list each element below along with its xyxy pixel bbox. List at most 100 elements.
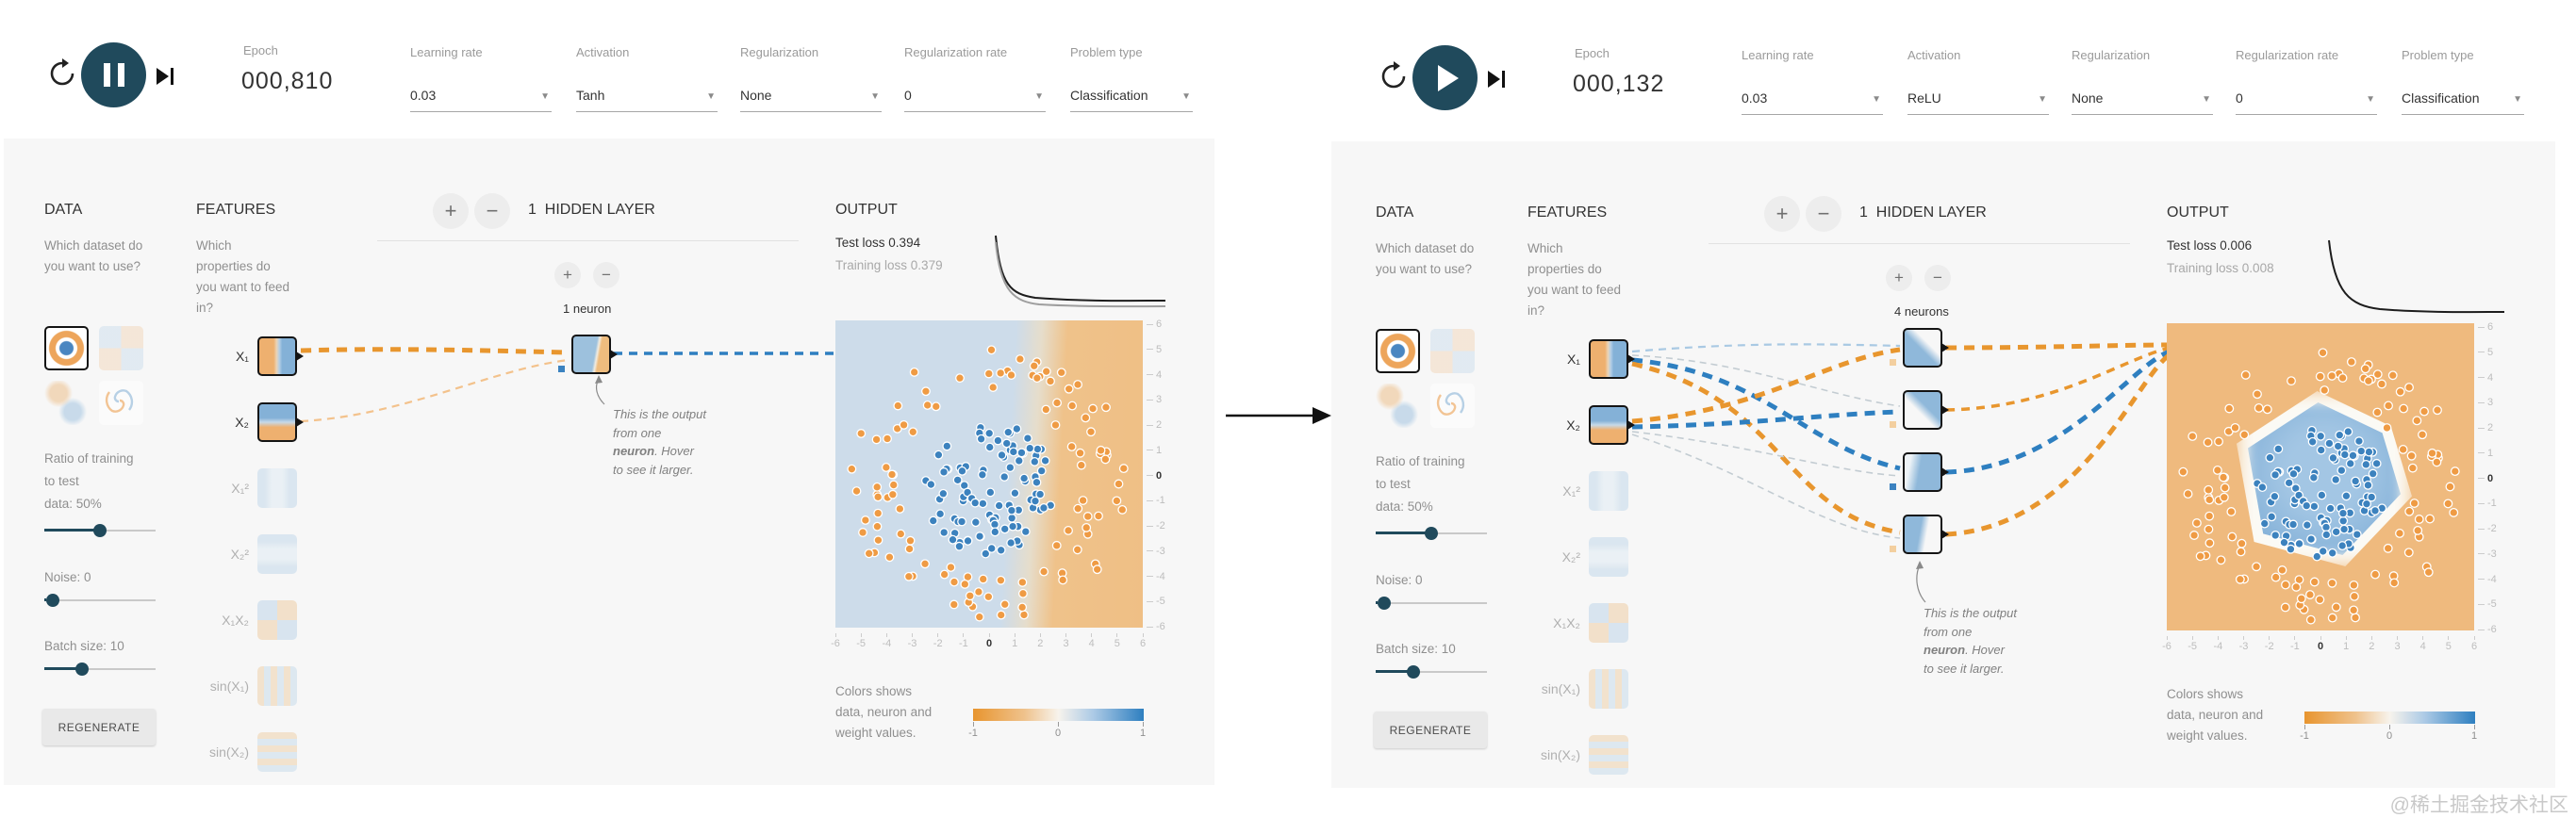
regenerate-button[interactable]: REGENERATE: [1374, 712, 1487, 748]
training-loss: Training loss 0.008: [2167, 261, 2274, 275]
output-plot[interactable]: [835, 320, 1143, 628]
scatter-points: [2178, 348, 2460, 625]
chevron-down-icon: ▼: [2038, 94, 2047, 105]
dropdown-regularization[interactable]: Regularization None ▼: [2072, 48, 2213, 115]
output-column-title: OUTPUT: [835, 202, 898, 218]
add-layer-button[interactable]: +: [433, 193, 469, 229]
y-tick: -6: [2478, 624, 2497, 635]
colormap-ticks: -1 0 1: [968, 722, 1146, 741]
dropdown-problem-type[interactable]: Problem type Classification ▼: [1070, 45, 1193, 112]
ratio-slider[interactable]: [44, 524, 156, 537]
dropdown-label: Activation: [1907, 48, 1961, 62]
feature-thumb-x1sq[interactable]: [1589, 471, 1628, 511]
dropdown-problem-type[interactable]: Problem type Classification ▼: [2402, 48, 2524, 115]
feature-thumb-x2sq[interactable]: [1589, 537, 1628, 577]
feature-thumb-sinx1[interactable]: [257, 666, 297, 706]
link-port: [1941, 343, 1949, 352]
dropdown-value: Classification: [2402, 90, 2480, 106]
reset-button[interactable]: [1379, 61, 1409, 91]
feature-row-x1: X₁: [132, 336, 304, 376]
step-button[interactable]: [155, 66, 177, 87]
dropdown-activation[interactable]: Activation Tanh ▼: [576, 45, 718, 112]
remove-neuron-button[interactable]: −: [593, 262, 619, 288]
batch-slider[interactable]: [44, 663, 156, 676]
dataset-thumb-spiral[interactable]: [99, 381, 143, 425]
feature-thumb-x2[interactable]: [257, 402, 304, 442]
features-question: Which properties do you want to feed in?: [1527, 241, 1622, 318]
hidden-neuron-1[interactable]: [1903, 328, 1949, 368]
link-port: [296, 417, 304, 427]
feature-thumb-sinx2[interactable]: [257, 732, 297, 772]
feature-thumb-x2[interactable]: [1589, 405, 1635, 445]
slider-handle[interactable]: [93, 524, 107, 537]
batch-slider[interactable]: [1376, 665, 1487, 679]
dataset-thumb-exclusive-or[interactable]: [99, 326, 143, 370]
y-tick: 4: [1147, 369, 1162, 381]
x-tick: 2: [2358, 636, 2385, 652]
slider-handle[interactable]: [1407, 665, 1421, 679]
ratio-slider[interactable]: [1376, 527, 1487, 540]
slider-handle[interactable]: [75, 663, 90, 676]
feature-thumb-x1x2[interactable]: [1589, 603, 1628, 643]
remove-neuron-button[interactable]: −: [1924, 265, 1951, 291]
y-tick: -3: [1147, 546, 1165, 557]
dataset-thumb-gaussian[interactable]: [44, 381, 89, 425]
y-tick: -4: [1147, 571, 1165, 582]
dropdown-label: Regularization rate: [2236, 48, 2339, 62]
remove-layer-button[interactable]: −: [474, 193, 510, 229]
x-tick: 6: [2461, 636, 2487, 652]
noise-slider[interactable]: [1376, 597, 1487, 610]
dataset-thumb-gaussian[interactable]: [1376, 384, 1420, 428]
y-tick: 1: [1147, 445, 1162, 456]
dropdown-value: 0: [904, 88, 912, 103]
slider-handle[interactable]: [1378, 597, 1392, 610]
dropdown-value: ReLU: [1907, 90, 1941, 106]
feature-thumb-sinx2[interactable]: [1589, 735, 1628, 775]
dataset-thumb-exclusive-or[interactable]: [1430, 329, 1475, 373]
x-axis-ticks: -6 -5 -4 -3 -2 -1 0 1 2 3 4 5 6: [2162, 636, 2477, 657]
pause-button[interactable]: [81, 42, 146, 107]
feature-row-x1sq: X₁²: [132, 468, 302, 508]
colormap-bar: [2304, 712, 2475, 724]
dropdown-value: 0: [2236, 90, 2243, 106]
x-axis-ticks: -6 -5 -4 -3 -2 -1 0 1 2 3 4 5 6: [831, 633, 1146, 654]
hidden-neuron-2[interactable]: [1903, 390, 1949, 430]
x-tick: -2: [2256, 636, 2283, 652]
dropdown-regularization-rate[interactable]: Regularization rate 0 ▼: [2236, 48, 2377, 115]
colormap-tick-label: 1: [2470, 730, 2478, 742]
legend-line-2: data, neuron and: [835, 705, 933, 719]
feature-thumb-x1sq[interactable]: [257, 468, 297, 508]
feature-thumb-x1[interactable]: [1589, 339, 1635, 379]
x-tick: 5: [2436, 636, 2462, 652]
regenerate-button[interactable]: REGENERATE: [42, 709, 156, 745]
step-button[interactable]: [1486, 69, 1509, 90]
dataset-thumb-spiral[interactable]: [1430, 384, 1475, 428]
add-layer-button[interactable]: +: [1764, 196, 1800, 232]
add-neuron-button[interactable]: +: [1886, 265, 1912, 291]
slider-handle[interactable]: [1425, 527, 1438, 540]
feature-thumb-sinx1[interactable]: [1589, 669, 1628, 709]
dropdown-learning-rate[interactable]: Learning rate 0.03 ▼: [410, 45, 552, 112]
noise-slider[interactable]: [44, 594, 156, 607]
feature-thumb-x1[interactable]: [257, 336, 304, 376]
chevron-down-icon: ▼: [1872, 94, 1881, 105]
dataset-thumb-circle[interactable]: [1376, 329, 1420, 373]
feature-thumb-x1x2[interactable]: [257, 600, 297, 640]
slider-handle[interactable]: [46, 594, 60, 607]
hidden-neuron-3[interactable]: [1903, 452, 1949, 492]
dropdown-activation[interactable]: Activation ReLU ▼: [1907, 48, 2049, 115]
dataset-thumb-circle[interactable]: [44, 326, 89, 370]
hidden-neuron-1[interactable]: [571, 335, 618, 374]
feature-thumb-x2sq[interactable]: [257, 534, 297, 574]
dropdown-regularization[interactable]: Regularization None ▼: [740, 45, 882, 112]
y-tick: 2: [2478, 422, 2493, 434]
hidden-neuron-4[interactable]: [1903, 515, 1949, 554]
output-plot[interactable]: [2167, 323, 2474, 630]
dropdown-regularization-rate[interactable]: Regularization rate 0 ▼: [904, 45, 1046, 112]
reset-button[interactable]: [47, 58, 77, 89]
play-button[interactable]: [1412, 45, 1478, 110]
add-neuron-button[interactable]: +: [554, 262, 581, 288]
dropdown-learning-rate[interactable]: Learning rate 0.03 ▼: [1742, 48, 1883, 115]
feature-row-x1x2: X₁X₂: [1463, 603, 1633, 643]
remove-layer-button[interactable]: −: [1806, 196, 1841, 232]
